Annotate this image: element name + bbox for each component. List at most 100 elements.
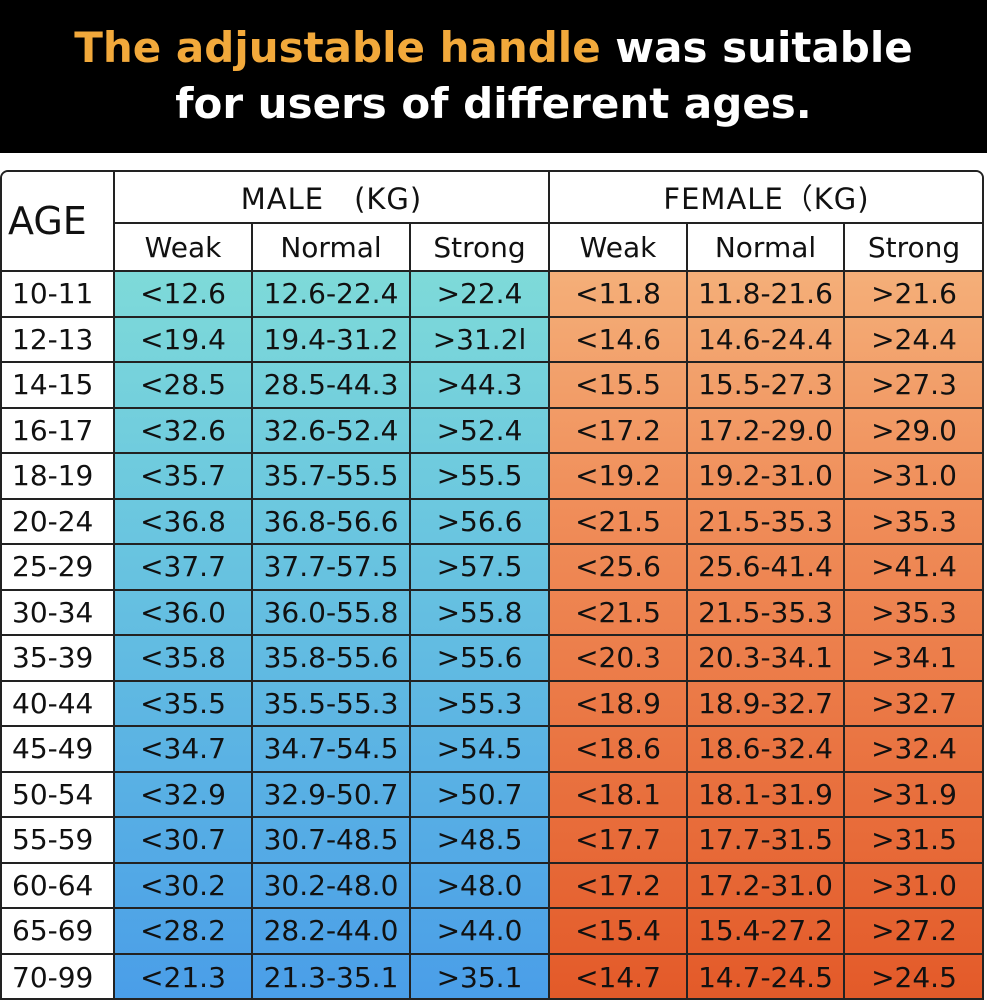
age-cell: 12-13 — [2, 317, 115, 363]
female-strong-cell: >32.7 — [845, 682, 982, 727]
female-strong-cell: >29.0 — [845, 409, 982, 454]
female-normal-cell: 20.3-34.1 — [688, 636, 845, 682]
female-weak-cell: <11.8 — [550, 272, 688, 318]
age-cell: 55-59 — [2, 818, 115, 864]
female-normal-cell: 19.2-31.0 — [688, 454, 845, 500]
female-weak-header: Weak — [550, 224, 688, 272]
female-weak-cell: <17.2 — [550, 863, 688, 909]
male-normal-cell: 35.7-55.5 — [253, 454, 411, 500]
age-cell: 65-69 — [2, 909, 115, 955]
male-weak-cell: <36.0 — [115, 590, 253, 636]
female-normal-cell: 18.1-31.9 — [688, 772, 845, 818]
male-header: MALE (KG) — [115, 172, 550, 224]
title-highlight: The adjustable handle — [74, 23, 601, 72]
female-normal-cell: 14.6-24.4 — [688, 317, 845, 363]
age-cell: 30-34 — [2, 590, 115, 636]
male-weak-cell: <21.3 — [115, 954, 253, 998]
female-normal-cell: 21.5-35.3 — [688, 590, 845, 636]
male-normal-cell: 30.2-48.0 — [253, 863, 411, 909]
age-cell: 10-11 — [2, 272, 115, 318]
table-grid: AGE MALE (KG) FEMALE（KG) Weak Normal Str… — [2, 172, 982, 998]
female-weak-cell: <18.9 — [550, 681, 688, 727]
female-weak-cell: <18.6 — [550, 727, 688, 773]
female-weak-cell: <14.6 — [550, 317, 688, 363]
female-normal-cell: 17.2-29.0 — [688, 408, 845, 454]
male-strong-cell: >50.7 — [411, 772, 550, 818]
male-weak-header: Weak — [115, 224, 253, 272]
female-strong-cell: >32.4 — [845, 727, 982, 773]
female-strong-cell: >21.6 — [845, 272, 982, 318]
female-strong-cell: >31.0 — [845, 864, 982, 909]
title-rest: was suitable — [600, 23, 913, 72]
male-strong-cell: >48.0 — [411, 863, 550, 909]
male-strong-cell: >57.5 — [411, 545, 550, 591]
male-weak-cell: <30.7 — [115, 818, 253, 864]
male-weak-cell: <30.2 — [115, 863, 253, 909]
age-cell: 40-44 — [2, 681, 115, 727]
male-strong-cell: >52.4 — [411, 408, 550, 454]
female-weak-cell: <15.5 — [550, 363, 688, 409]
female-strong-cell: >27.3 — [845, 363, 982, 409]
male-normal-cell: 36.0-55.8 — [253, 590, 411, 636]
male-strong-cell: >55.8 — [411, 590, 550, 636]
male-strong-cell: >56.6 — [411, 499, 550, 545]
age-header: AGE — [2, 172, 115, 272]
male-normal-cell: 34.7-54.5 — [253, 727, 411, 773]
female-strong-cell: >31.0 — [845, 454, 982, 500]
age-cell: 35-39 — [2, 636, 115, 682]
title-banner: The adjustable handle was suitable for u… — [0, 0, 987, 153]
age-cell: 70-99 — [2, 954, 115, 998]
male-strong-cell: >48.5 — [411, 818, 550, 864]
female-normal-cell: 17.7-31.5 — [688, 818, 845, 864]
age-cell: 45-49 — [2, 727, 115, 773]
male-strong-cell: >44.0 — [411, 909, 550, 955]
female-weak-cell: <25.6 — [550, 545, 688, 591]
female-normal-cell: 21.5-35.3 — [688, 499, 845, 545]
male-normal-cell: 28.5-44.3 — [253, 363, 411, 409]
female-strong-cell: >35.3 — [845, 500, 982, 545]
age-cell: 25-29 — [2, 545, 115, 591]
male-normal-cell: 21.3-35.1 — [253, 954, 411, 998]
male-weak-cell: <35.5 — [115, 681, 253, 727]
female-normal-cell: 11.8-21.6 — [688, 272, 845, 318]
title-line-1: The adjustable handle was suitable — [0, 20, 987, 76]
age-cell: 14-15 — [2, 363, 115, 409]
male-normal-cell: 30.7-48.5 — [253, 818, 411, 864]
grip-strength-table: AGE MALE (KG) FEMALE（KG) Weak Normal Str… — [0, 170, 984, 1000]
male-normal-cell: 36.8-56.6 — [253, 499, 411, 545]
male-normal-cell: 35.5-55.3 — [253, 681, 411, 727]
male-strong-cell: >54.5 — [411, 727, 550, 773]
male-normal-cell: 37.7-57.5 — [253, 545, 411, 591]
female-normal-cell: 25.6-41.4 — [688, 545, 845, 591]
female-weak-cell: <19.2 — [550, 454, 688, 500]
male-normal-cell: 12.6-22.4 — [253, 272, 411, 318]
female-normal-cell: 18.9-32.7 — [688, 681, 845, 727]
female-strong-header: Strong — [845, 224, 982, 272]
male-weak-cell: <28.5 — [115, 363, 253, 409]
male-weak-cell: <32.6 — [115, 408, 253, 454]
female-weak-cell: <15.4 — [550, 909, 688, 955]
female-normal-header: Normal — [688, 224, 845, 272]
male-weak-cell: <28.2 — [115, 909, 253, 955]
female-header: FEMALE（KG) — [550, 172, 982, 224]
male-strong-header: Strong — [411, 224, 550, 272]
male-weak-cell: <34.7 — [115, 727, 253, 773]
male-weak-cell: <36.8 — [115, 499, 253, 545]
female-normal-cell: 15.4-27.2 — [688, 909, 845, 955]
female-strong-cell: >34.1 — [845, 636, 982, 682]
female-strong-cell: >24.5 — [871, 960, 957, 994]
male-weak-cell: <19.4 — [115, 317, 253, 363]
male-normal-cell: 35.8-55.6 — [253, 636, 411, 682]
age-cell: 20-24 — [2, 499, 115, 545]
title-line-2: for users of different ages. — [175, 79, 812, 128]
female-weak-cell: <18.1 — [550, 772, 688, 818]
age-cell: 60-64 — [2, 863, 115, 909]
female-normal-cell: 17.2-31.0 — [688, 863, 845, 909]
male-normal-cell: 32.6-52.4 — [253, 408, 411, 454]
male-normal-cell: 32.9-50.7 — [253, 772, 411, 818]
female-normal-cell: 18.6-32.4 — [688, 727, 845, 773]
male-weak-cell: <12.6 — [115, 272, 253, 318]
male-weak-cell: <35.8 — [115, 636, 253, 682]
female-strong-cell: >31.9 — [845, 773, 982, 818]
female-weak-cell: <21.5 — [550, 590, 688, 636]
